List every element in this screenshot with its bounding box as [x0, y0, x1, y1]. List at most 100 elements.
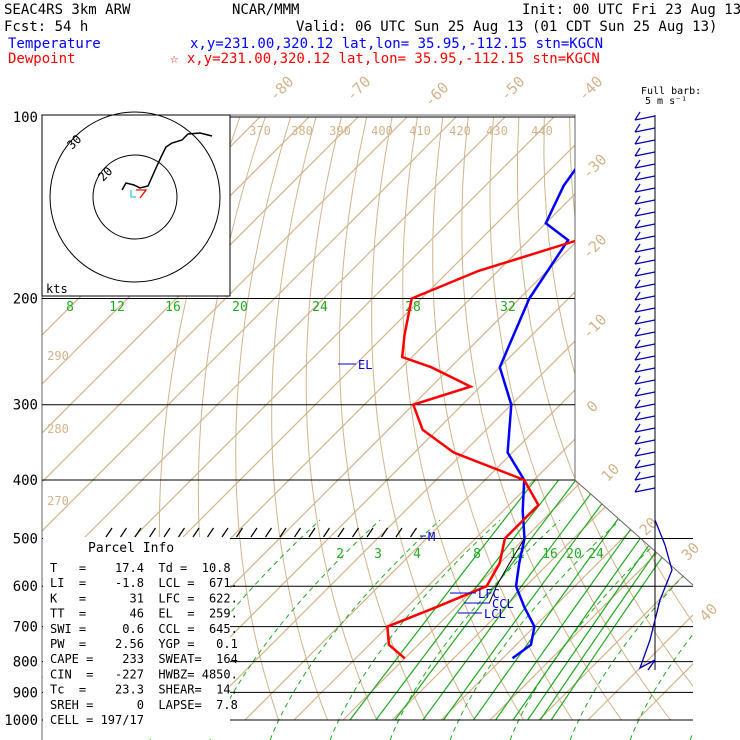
parcel-info-background — [43, 537, 230, 739]
wind-barb — [634, 339, 641, 349]
dry-adiabat-line — [696, 117, 740, 720]
dry-adiabat-line — [271, 116, 329, 721]
inversion-hatch — [279, 527, 287, 538]
wind-barb — [634, 367, 656, 373]
wind-barb — [634, 415, 656, 421]
wind-barb — [634, 303, 641, 313]
wind-barb — [634, 451, 656, 457]
moist-adiabat-line — [449, 519, 621, 740]
wind-barb — [634, 159, 641, 169]
wind-barb — [634, 471, 641, 481]
mixing-ratio-label: 20 — [566, 547, 582, 562]
dry-adiabat-line — [371, 116, 476, 721]
wind-barb — [634, 219, 641, 229]
parcel-info-row: TT = 46 EL = 259. — [50, 607, 238, 621]
inversion-hatch — [308, 527, 316, 538]
hodograph-outer-ring — [49, 111, 221, 283]
wind-barb — [634, 343, 656, 349]
inversion-hatch — [221, 527, 229, 538]
forecast-hour: Fcst: 54 h — [4, 19, 88, 35]
pressure-tick-label: 400 — [13, 473, 38, 489]
wind-barb — [634, 307, 656, 313]
isotherm-tick-label: -40 — [575, 73, 607, 105]
storm-motion-marker — [136, 189, 148, 199]
inversion-hatch — [323, 527, 330, 538]
mixing-ratio-label: 3 — [374, 547, 382, 562]
parcel-info-row: LI = -1.8 LCL = 671. — [50, 576, 238, 590]
dry-adiabat-line — [543, 116, 693, 721]
wind-barb — [634, 207, 641, 217]
wind-barbs — [634, 111, 673, 671]
wind-barb — [634, 111, 641, 121]
pressure-tick-label: 1000 — [4, 713, 38, 729]
isotherm-line — [42, 116, 506, 721]
wind-barb — [634, 199, 656, 205]
parcel-info-row: SREH = 0 LAPSE= 7.8 — [50, 698, 238, 712]
mixing-ratio-label: 24 — [588, 547, 604, 562]
dry-adiabat-line — [432, 116, 574, 721]
dry-adiabat-label: 440 — [531, 124, 553, 138]
mixing-ratio-label: 16 — [542, 547, 558, 562]
isotherm-tick-label: -10 — [579, 311, 611, 343]
dry-adiabat-label: 400 — [371, 124, 393, 138]
dry-adiabat-label: 390 — [329, 124, 351, 138]
inversion-hatch — [366, 527, 374, 538]
wind-barb — [634, 423, 641, 433]
pressure-tick-label: 100 — [13, 110, 38, 126]
dry-adiabat-line — [722, 117, 740, 720]
wind-barb — [634, 439, 656, 445]
inversion-hatch — [134, 527, 142, 538]
dry-adiabat-label: 290 — [47, 349, 69, 363]
mixing-ratio-label: 32 — [500, 300, 516, 315]
dry-adiabat-line — [670, 116, 693, 721]
parcel-path — [488, 538, 525, 604]
wind-barb — [634, 379, 656, 385]
parcel-info-row: CELL = 197/17 — [50, 713, 144, 727]
series-group — [386, 115, 693, 660]
storm-motion-marker — [130, 190, 136, 198]
wind-barb — [634, 399, 641, 409]
isotherm-line — [342, 116, 693, 721]
wind-barb — [634, 115, 656, 121]
inversion-hatch — [294, 527, 301, 538]
isotherm-tick-label: -50 — [497, 73, 529, 105]
wind-barb — [634, 175, 656, 181]
wind-barb — [634, 223, 656, 229]
wind-barb — [634, 279, 641, 289]
wind-barb — [634, 411, 641, 421]
parcel-info-row: K = 31 LFC = 622. — [50, 591, 238, 605]
wind-barb — [634, 391, 656, 397]
inversion-hatch — [105, 527, 113, 538]
mixing-ratio-label: 8 — [66, 300, 74, 315]
parcel-info-row: PW = 2.56 YGP = 0.1 — [50, 637, 238, 651]
wind-barb — [634, 243, 641, 253]
init-time: Init: 00 UTC Fri 23 Aug 13 — [522, 2, 740, 18]
pressure-tick-label: 900 — [13, 685, 38, 701]
isotherm-line — [42, 116, 457, 721]
wind-barb — [634, 463, 656, 469]
mixing-ratio-lines — [349, 479, 693, 721]
parcel-info-row: Tc = 23.3 SHEAR= 14. — [50, 683, 238, 697]
isotherm-line — [244, 116, 693, 721]
wind-barb — [634, 487, 656, 493]
mixing-ratio-label: 4 — [413, 547, 421, 562]
pressure-tick-label: 300 — [13, 398, 38, 414]
wind-barb — [634, 295, 656, 301]
wind-barb — [634, 403, 656, 409]
wind-barb — [634, 235, 656, 241]
annotation-lcl: LCL — [484, 607, 506, 621]
dry-adiabat-label: 270 — [47, 494, 69, 508]
inversion-hatch — [265, 527, 272, 538]
isotherm-tick-label: -70 — [343, 73, 375, 105]
wind-barb — [634, 315, 641, 325]
annotation-el: EL — [358, 358, 372, 372]
moist-adiabat-line — [269, 519, 441, 740]
wind-barb — [634, 475, 656, 481]
isotherm-tick-label: -60 — [421, 79, 453, 111]
wind-barb — [634, 447, 641, 457]
wind-barb — [634, 351, 641, 361]
wind-barb — [634, 187, 656, 193]
isotherm-tick-label: -80 — [266, 73, 298, 105]
parcel-info-box: Parcel Info T = 17.4 Td = 10.8LI = -1.8 L… — [43, 527, 417, 739]
